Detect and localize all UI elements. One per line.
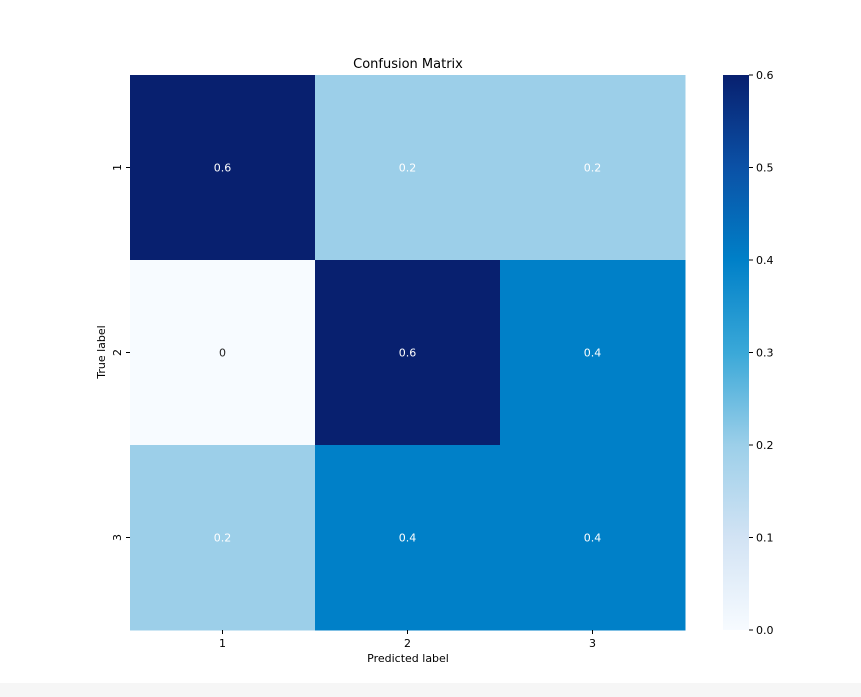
cell-value-label: 0.2: [584, 162, 602, 175]
colorbar-tick-label: 0.4: [756, 254, 774, 267]
x-tick-label: 1: [219, 637, 226, 650]
window-bottom-strip: [0, 683, 861, 697]
heatmap-cell-r3-c2: [315, 445, 501, 631]
y-tick-label: 2: [111, 349, 124, 356]
colorbar-ticks: 0.0 0.1 0.2 0.3 0.4 0.5 0.6: [749, 69, 774, 637]
y-tick-label: 1: [111, 164, 124, 171]
heatmap-cell-r1-c2: [315, 75, 501, 261]
heatmap-cell-r2-c2: [315, 260, 501, 446]
colorbar-tick-label: 0.3: [756, 347, 774, 360]
heatmap-cells: [130, 75, 686, 631]
heatmap-cell-r2-c3: [500, 260, 686, 446]
heatmap-cell-r3-c3: [500, 445, 686, 631]
chart-title: Confusion Matrix: [353, 57, 463, 72]
colorbar: [723, 75, 749, 630]
cell-value-label: 0.6: [214, 162, 232, 175]
heatmap-cell-r1-c3: [500, 75, 686, 261]
colorbar-tick-label: 0.5: [756, 162, 774, 175]
cell-value-label: 0.2: [214, 532, 232, 545]
x-axis-ticks: 1 2 3: [219, 630, 596, 650]
x-tick-label: 3: [589, 637, 596, 650]
heatmap-cell-labels: 0.6 0.2 0.2 0 0.6 0.4 0.2 0.4 0.4: [214, 162, 602, 545]
y-axis-ticks: 1 2 3: [111, 164, 130, 541]
colorbar-tick-label: 0.6: [756, 69, 774, 82]
x-tick-label: 2: [404, 637, 411, 650]
colorbar-tick-label: 0.0: [756, 624, 774, 637]
colorbar-tick-label: 0.2: [756, 439, 774, 452]
y-tick-label: 3: [111, 534, 124, 541]
cell-value-label: 0.6: [399, 347, 417, 360]
heatmap-cell-r2-c1: [130, 260, 316, 446]
cell-value-label: 0.4: [584, 532, 602, 545]
cell-value-label: 0.2: [399, 162, 417, 175]
cell-value-label: 0.4: [399, 532, 417, 545]
heatmap-cell-r1-c1: [130, 75, 316, 261]
heatmap-cell-r3-c1: [130, 445, 316, 631]
x-axis-label: Predicted label: [367, 652, 449, 665]
y-axis-label: True label: [95, 325, 108, 379]
colorbar-tick-label: 0.1: [756, 532, 774, 545]
cell-value-label: 0: [219, 347, 226, 360]
cell-value-label: 0.4: [584, 347, 602, 360]
